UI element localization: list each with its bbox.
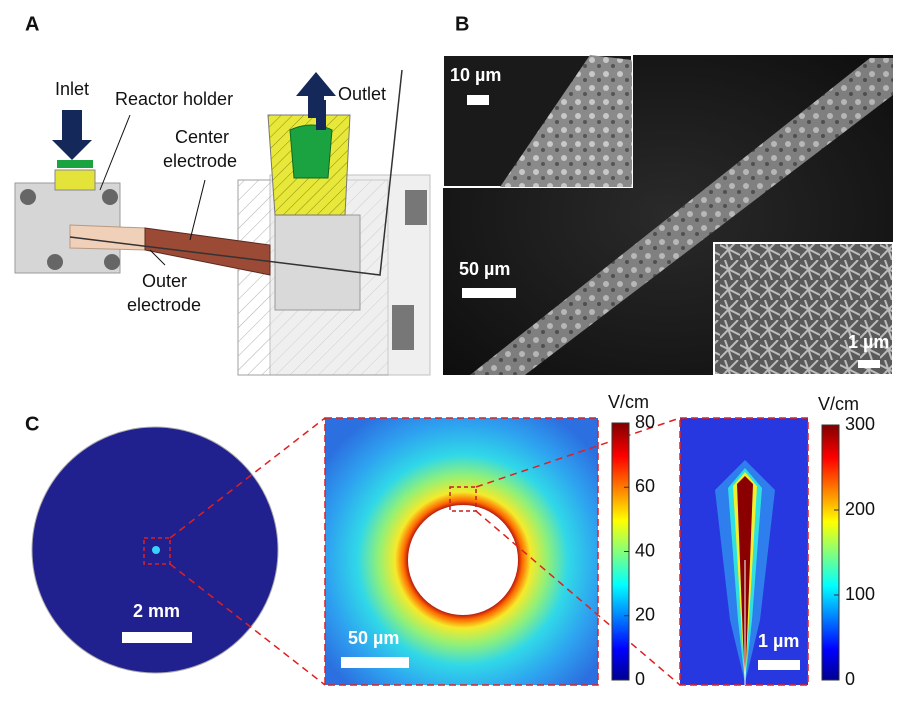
sem-image	[442, 54, 894, 376]
colorbar-tick-label: 100	[845, 584, 875, 604]
annotation: Outer	[142, 271, 187, 291]
field-maps	[31, 417, 809, 686]
reactor-drawing	[14, 69, 431, 376]
panel-label: C	[25, 413, 39, 435]
scale-label: 2 mm	[133, 601, 180, 621]
scale-label: 1 µm	[848, 332, 889, 352]
colorbar	[821, 424, 840, 681]
scale-label: 50 µm	[348, 628, 399, 648]
colorbar-tick-label: 300	[845, 414, 875, 434]
annotation: Outlet	[338, 84, 386, 104]
scale-label: 50 µm	[459, 259, 510, 279]
annotation: Inlet	[55, 79, 89, 99]
colorbar-unit: V/cm	[818, 394, 859, 414]
annotation: Reactor holder	[115, 89, 233, 109]
colorbar-tick-label: 80	[635, 412, 655, 432]
colorbar-tick-label: 40	[635, 540, 655, 560]
colorbar-tick-label: 60	[635, 476, 655, 496]
scale-label: 1 µm	[758, 631, 799, 651]
annotation: electrode	[127, 295, 201, 315]
annotation: Center	[175, 127, 229, 147]
colorbar-tick-label: 0	[845, 669, 855, 689]
colorbar-tick-label: 200	[845, 499, 875, 519]
panel-label: A	[25, 13, 39, 35]
panel-label: B	[455, 13, 469, 35]
colorbar-unit: V/cm	[608, 392, 649, 412]
annotation: electrode	[163, 151, 237, 171]
scale-label: 10 µm	[450, 65, 501, 85]
colorbar-tick-label: 0	[635, 669, 645, 689]
colorbar-tick-label: 20	[635, 605, 655, 625]
